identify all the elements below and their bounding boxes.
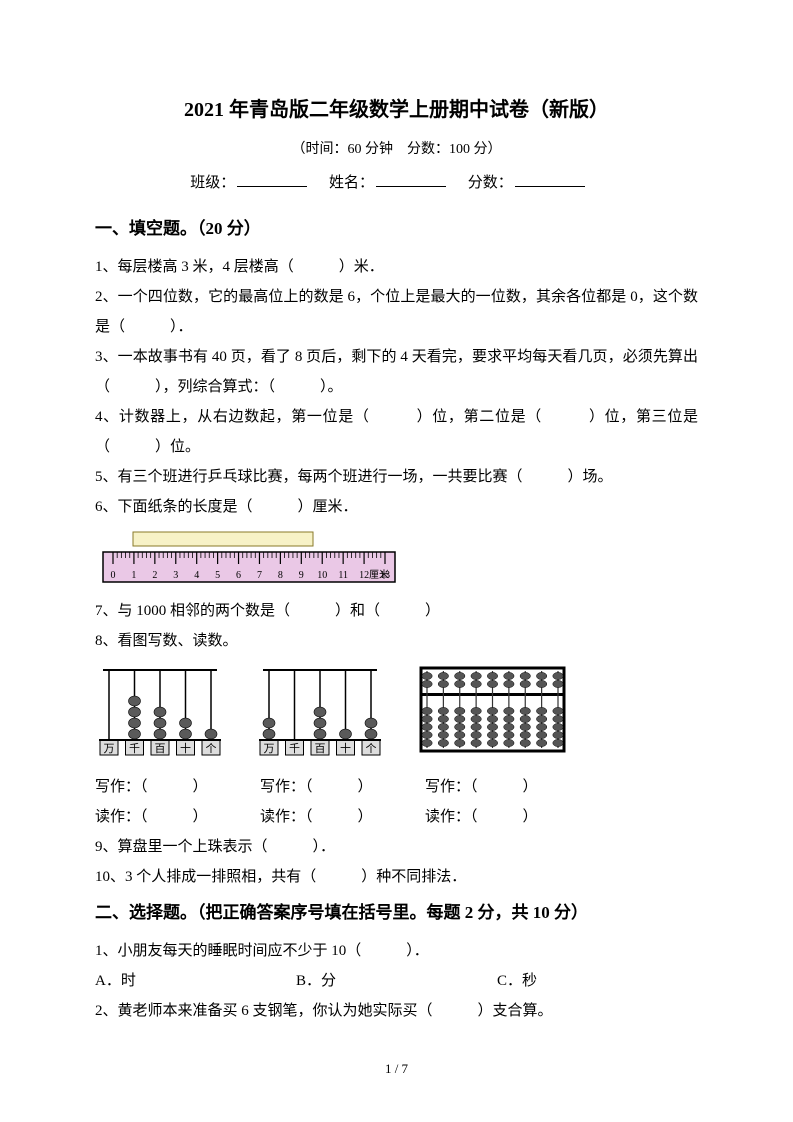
- q8: 8、看图写数、读数。: [95, 626, 698, 656]
- class-blank: [237, 172, 307, 187]
- svg-text:11: 11: [338, 570, 348, 581]
- svg-text:12: 12: [359, 570, 369, 581]
- read-2: 读作：（ ）: [260, 802, 425, 832]
- exam-page: 2021 年青岛版二年级数学上册期中试卷（新版） （时间：60 分钟 分数：10…: [0, 0, 793, 1122]
- exam-subtitle: （时间：60 分钟 分数：100 分）: [95, 136, 698, 164]
- counter-1-svg: 万千百十个: [95, 662, 225, 757]
- q1: 1、每层楼高 3 米，4 层楼高（ ）米．: [95, 252, 698, 282]
- s2-q1: 1、小朋友每天的睡眠时间应不少于 10（ ）．: [95, 936, 698, 966]
- q5: 5、有三个班进行乒乓球比赛，每两个班进行一场，一共要比赛（ ）场。: [95, 462, 698, 492]
- svg-text:十: 十: [180, 741, 191, 755]
- svg-text:3: 3: [173, 570, 178, 581]
- score-blank: [515, 172, 585, 187]
- name-label: 姓名：: [329, 175, 374, 191]
- s2-q2: 2、黄老师本来准备买 6 支钢笔，你认为她实际买（ ）支合算。: [95, 996, 698, 1026]
- s2-q1-opt-c: C．秒: [497, 966, 698, 996]
- read-3: 读作：（ ）: [425, 802, 590, 832]
- section-1-heading: 一、填空题。（20 分）: [95, 212, 698, 246]
- svg-text:9: 9: [299, 570, 304, 581]
- svg-text:1: 1: [131, 570, 136, 581]
- q9: 9、算盘里一个上珠表示（ ）．: [95, 832, 698, 862]
- write-3: 写作：（ ）: [425, 772, 590, 802]
- svg-text:0: 0: [111, 570, 116, 581]
- svg-text:个: 个: [366, 742, 377, 755]
- abacus-row: 万千百十个 万千百十个: [95, 662, 698, 768]
- read-row: 读作：（ ） 读作：（ ） 读作：（ ）: [95, 802, 698, 832]
- s2-q1-options: A．时 B．分 C．秒: [95, 966, 698, 996]
- name-blank: [376, 172, 446, 187]
- read-1: 读作：（ ）: [95, 802, 260, 832]
- section-2-heading: 二、选择题。（把正确答案序号填在括号里。每题 2 分，共 10 分）: [95, 896, 698, 930]
- svg-text:10: 10: [317, 570, 327, 581]
- student-info-line: 班级： 姓名： 分数：: [95, 168, 698, 198]
- svg-text:8: 8: [278, 570, 283, 581]
- q2: 2、一个四位数，它的最高位上的数是 6，个位上是最大的一位数，其余各位都是 0，…: [95, 282, 698, 342]
- svg-text:千: 千: [129, 742, 140, 755]
- svg-text:万: 万: [264, 743, 275, 755]
- q7: 7、与 1000 相邻的两个数是（ ）和（ ）: [95, 596, 698, 626]
- score-label: 分数：: [468, 175, 513, 191]
- ruler-figure: 012345678910111213厘米: [95, 528, 698, 588]
- svg-text:十: 十: [340, 741, 351, 755]
- counter-2-svg: 万千百十个: [255, 662, 385, 757]
- q10: 10、3 个人排成一排照相，共有（ ）种不同排法．: [95, 862, 698, 892]
- exam-title: 2021 年青岛版二年级数学上册期中试卷（新版）: [95, 90, 698, 130]
- svg-text:百: 百: [315, 743, 326, 755]
- svg-text:万: 万: [104, 743, 115, 755]
- ruler-svg: 012345678910111213厘米: [95, 528, 405, 588]
- suanpan: [415, 662, 570, 768]
- svg-text:7: 7: [257, 570, 262, 581]
- write-2: 写作：（ ）: [260, 772, 425, 802]
- q3: 3、一本故事书有 40 页，看了 8 页后，剩下的 4 天看完，要求平均每天看几…: [95, 342, 698, 402]
- suanpan-svg: [415, 662, 570, 757]
- svg-text:厘米: 厘米: [369, 568, 389, 581]
- counter-1: 万千百十个: [95, 662, 225, 768]
- svg-text:2: 2: [152, 570, 157, 581]
- q6: 6、下面纸条的长度是（ ）厘米．: [95, 492, 698, 522]
- q4: 4、计数器上，从右边数起，第一位是（ ）位，第二位是（ ）位，第三位是（ ）位。: [95, 402, 698, 462]
- svg-text:百: 百: [155, 743, 166, 755]
- write-1: 写作：（ ）: [95, 772, 260, 802]
- write-row: 写作：（ ） 写作：（ ） 写作：（ ）: [95, 772, 698, 802]
- svg-text:4: 4: [194, 570, 199, 581]
- svg-text:5: 5: [215, 570, 220, 581]
- s2-q1-opt-a: A．时: [95, 966, 296, 996]
- page-number: 1 / 7: [0, 1056, 793, 1082]
- svg-text:个: 个: [206, 742, 217, 755]
- counter-2: 万千百十个: [255, 662, 385, 768]
- svg-text:6: 6: [236, 570, 241, 581]
- s2-q1-opt-b: B．分: [296, 966, 497, 996]
- svg-text:千: 千: [289, 742, 300, 755]
- class-label: 班级：: [190, 175, 235, 191]
